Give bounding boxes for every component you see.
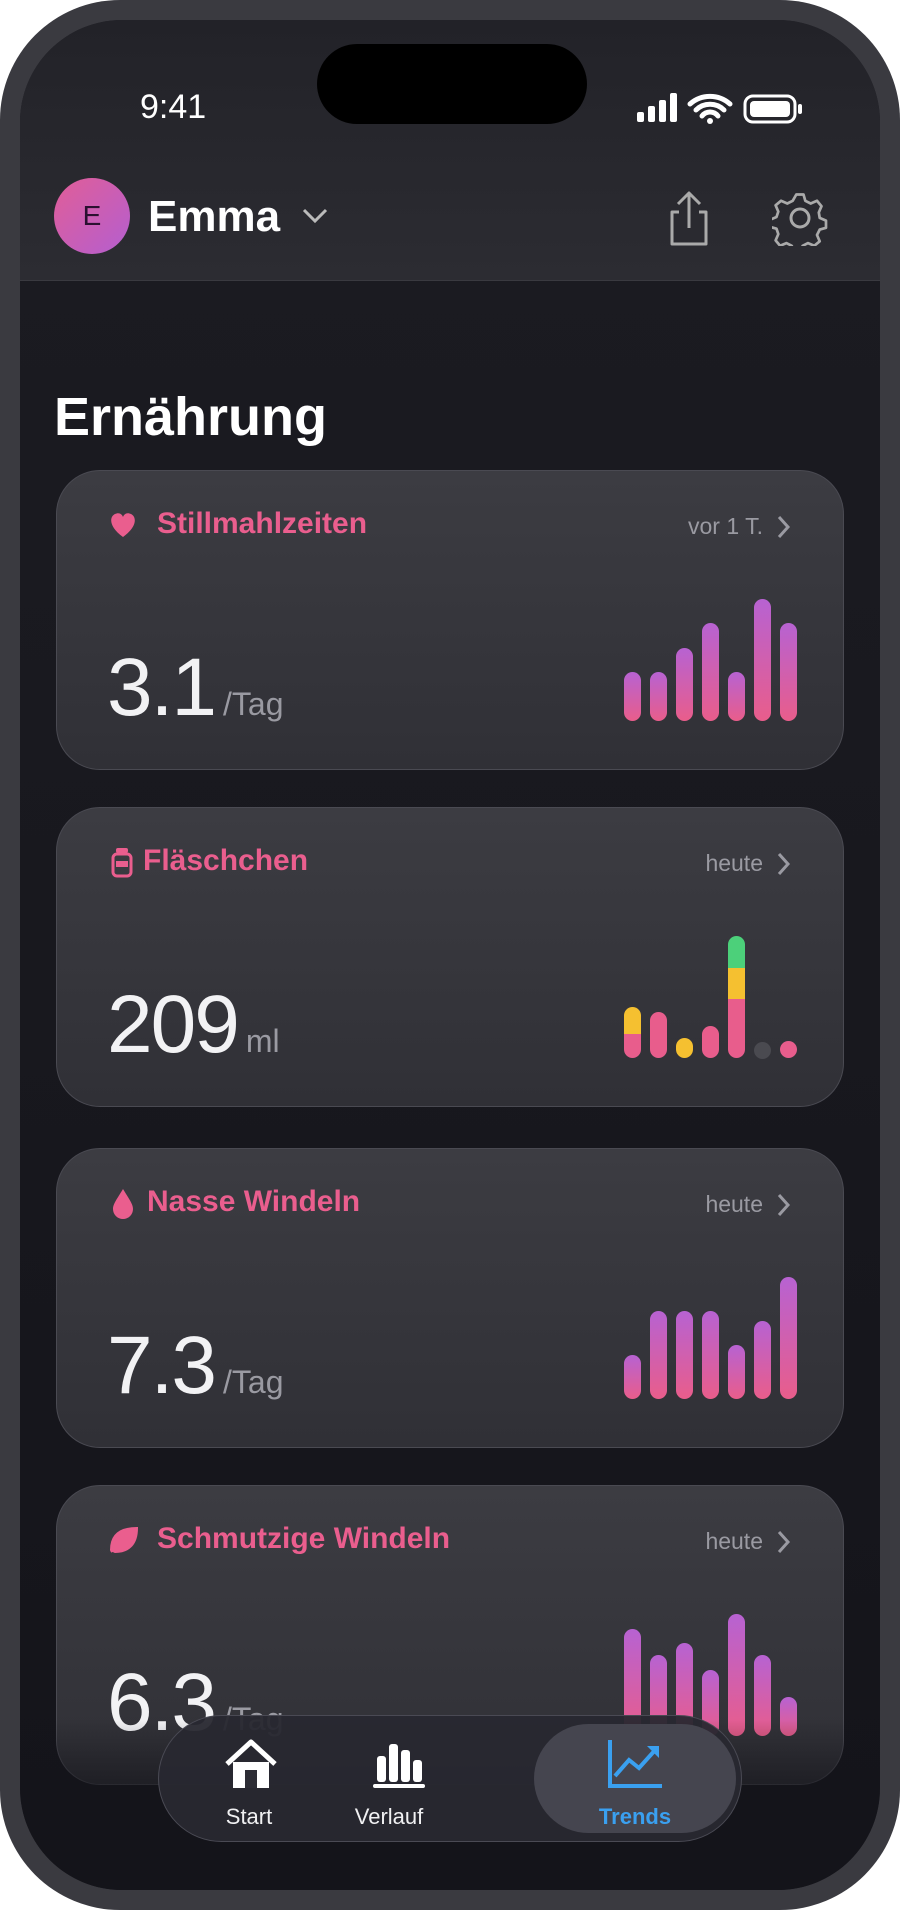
trend-bar xyxy=(754,1655,771,1736)
screen: 9:41 E Emma Ernährung Stillmahlzeiten vor… xyxy=(20,20,880,1890)
card-icon xyxy=(111,513,135,537)
empty-day xyxy=(754,1042,771,1059)
home-icon xyxy=(225,1739,277,1788)
card-title: Schmutzige Windeln xyxy=(157,1522,451,1555)
bar-segment xyxy=(780,1041,797,1058)
card-title: Stillmahlzeiten xyxy=(157,507,368,540)
dynamic-island xyxy=(317,44,587,124)
value-number: 3.1 xyxy=(107,642,217,733)
tab-label[interactable]: Start xyxy=(225,1804,273,1829)
trend-bar xyxy=(728,672,745,721)
stacked-bar xyxy=(780,1041,797,1058)
trend-bar xyxy=(702,623,719,721)
bar-segment xyxy=(728,999,745,1058)
active-tab-bg xyxy=(534,1724,736,1833)
bar-segment xyxy=(650,1011,667,1058)
bar-segment xyxy=(624,1006,641,1034)
value-unit: ml xyxy=(245,1023,280,1059)
bar-segment xyxy=(728,967,745,1000)
user-name[interactable]: Emma xyxy=(148,192,281,241)
avatar[interactable]: E xyxy=(54,178,130,254)
card-meta: heute xyxy=(705,1528,763,1554)
trend-bar xyxy=(780,1277,797,1399)
card-value: 3.1/Tag xyxy=(107,641,283,735)
card-meta: vor 1 T. xyxy=(688,513,763,539)
trend-bar xyxy=(702,1311,719,1399)
value-number: 7.3 xyxy=(107,1320,217,1411)
bar-segment xyxy=(702,1026,719,1058)
share-button[interactable] xyxy=(664,188,714,248)
status-icons xyxy=(637,93,802,124)
bar-segment xyxy=(676,1038,693,1058)
card-value: 7.3/Tag xyxy=(107,1319,283,1413)
history-icon xyxy=(373,1744,425,1788)
chevron xyxy=(777,515,791,539)
card-icon xyxy=(113,1189,133,1219)
chevron xyxy=(777,852,791,876)
trend-bar xyxy=(728,1614,745,1736)
trend-bar xyxy=(754,1320,771,1399)
card-value: 209 ml xyxy=(107,978,280,1072)
settings-button[interactable] xyxy=(772,190,828,246)
trend-bar xyxy=(676,647,693,721)
trend-bar xyxy=(676,1311,693,1399)
trend-bar xyxy=(650,1311,667,1399)
card-icon xyxy=(109,1526,139,1554)
metric-card[interactable]: Fläschchen heute 209 ml xyxy=(56,807,844,1107)
stacked-bar xyxy=(676,1038,693,1058)
trend-bar xyxy=(676,1643,693,1736)
metric-card[interactable]: Stillmahlzeiten vor 1 T. 3.1/Tag xyxy=(56,470,844,770)
stacked-bar xyxy=(624,1006,641,1058)
value-unit: /Tag xyxy=(223,686,284,722)
tab-bar: Start Verlauf Trends xyxy=(158,1715,742,1842)
trend-bar xyxy=(624,1355,641,1399)
value-unit: /Tag xyxy=(223,1364,284,1400)
value-number: 209 xyxy=(107,979,240,1070)
time: 9:41 xyxy=(140,88,207,126)
metric-card[interactable]: Nasse Windeln heute 7.3/Tag xyxy=(56,1148,844,1448)
tab-label[interactable]: Verlauf xyxy=(354,1804,424,1829)
card-title: Nasse Windeln xyxy=(147,1185,361,1218)
tab-label[interactable]: Trends xyxy=(598,1804,672,1829)
trend-bar xyxy=(728,1345,745,1399)
card-title: Fläschchen xyxy=(143,844,309,877)
card-meta: heute xyxy=(705,850,763,876)
trends-icon xyxy=(608,1740,662,1788)
trend-bar xyxy=(624,672,641,721)
stacked-bar xyxy=(702,1026,719,1058)
trend-bar xyxy=(650,672,667,721)
chevron xyxy=(777,1193,791,1217)
section-title: Ernährung xyxy=(54,387,328,447)
trend-bar xyxy=(754,599,771,721)
stacked-bar xyxy=(728,936,745,1058)
chevron-down xyxy=(302,208,328,224)
trend-bar xyxy=(780,623,797,721)
stacked-bar xyxy=(650,1011,667,1058)
trend-bar xyxy=(624,1628,641,1736)
card-meta: heute xyxy=(705,1191,763,1217)
bar-segment xyxy=(728,936,745,968)
chevron xyxy=(777,1530,791,1554)
card-icon xyxy=(111,848,133,878)
bar-segment xyxy=(624,1033,641,1058)
trend-bar xyxy=(702,1670,719,1736)
